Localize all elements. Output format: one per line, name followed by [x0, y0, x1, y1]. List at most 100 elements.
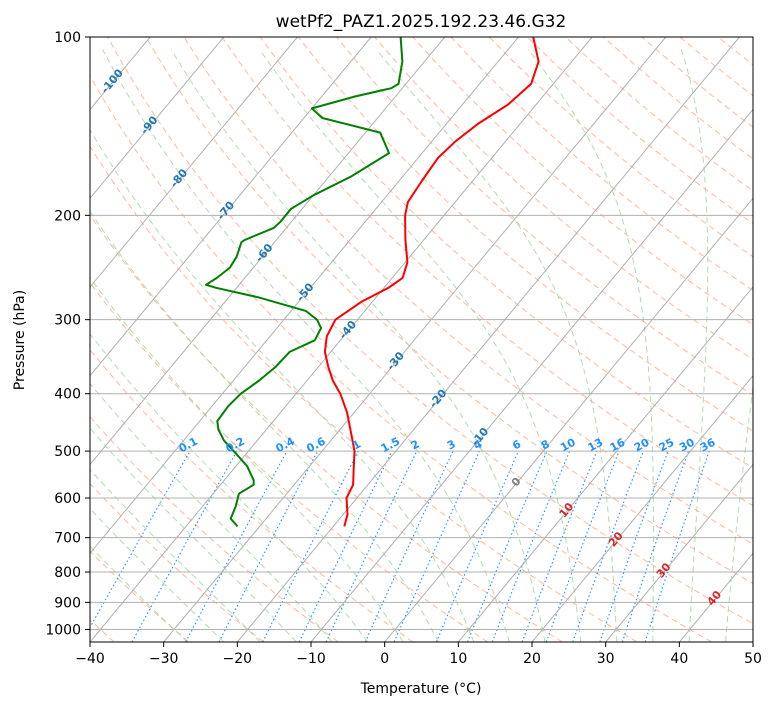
isotherm-line: [310, 108, 753, 642]
mixing-ratio-label: 36: [698, 436, 718, 455]
isotherm-line: [90, 37, 519, 555]
mixing-ratio-label: 13: [586, 436, 606, 455]
mixing-ratio-label: 1.5: [379, 435, 402, 456]
moist-adiabat-line: [680, 49, 709, 642]
moist-adiabat-line: [90, 545, 188, 642]
plot-frame: [89, 36, 754, 643]
isotherms: [0, 37, 753, 642]
moist-adiabat-line: [90, 276, 404, 642]
mixing-ratio-label: 10: [558, 436, 578, 455]
mixing-ratio-line: [491, 450, 571, 642]
mixing-ratio-line: [185, 450, 288, 642]
y-axis-title: Pressure (hPa): [12, 290, 28, 390]
isotherm-line: [90, 37, 372, 377]
sounding-series: [205, 37, 540, 528]
mixing-ratio-line: [393, 450, 481, 642]
x-axis-title: Temperature (°C): [360, 681, 482, 697]
dry-adiabat-line: [183, 37, 753, 545]
y-tick-label: 900: [54, 595, 81, 611]
dry-adiabat-line: [336, 37, 753, 396]
mixing-ratio-label: 0.4: [274, 435, 298, 456]
moist-adiabat-line: [90, 333, 369, 642]
moist-adiabat-line: [527, 49, 654, 642]
dry-adiabat-line: [374, 37, 753, 361]
mixing-ratio-label: 30: [677, 436, 697, 455]
temperature-profile-line: [323, 37, 540, 527]
mixing-ratio-line: [521, 450, 598, 642]
dry-adiabat-line: [259, 37, 753, 469]
dry-adiabat-line: [107, 37, 753, 625]
mixing-ratio-label: 1: [350, 437, 363, 452]
moist-adiabat-line: [90, 382, 333, 642]
x-tick-label: 30: [597, 651, 615, 667]
isotherm-line: [457, 286, 753, 642]
moist-adiabat-line: [725, 383, 753, 642]
y-tick-label: 200: [54, 208, 81, 224]
dry-adiabat-line: [717, 37, 753, 66]
y-tick-label: 500: [54, 444, 81, 460]
mixing-ratio-line: [435, 450, 519, 642]
mixing-ratio-label: 0.6: [304, 435, 328, 456]
y-tick-label: 600: [54, 491, 81, 507]
mixing-ratio-line: [262, 450, 359, 642]
dewpoint-profile-line: [205, 37, 404, 528]
mixing-ratio-line: [131, 450, 238, 642]
chart-title: wetPf2_PAZ1.2025.192.23.46.G32: [276, 12, 567, 32]
y-tick-label: 300: [54, 313, 81, 329]
mixing-ratio-line: [545, 450, 620, 642]
isotherm-line: [90, 37, 225, 200]
y-tick-label: 700: [54, 531, 81, 547]
isotherm-line: [384, 197, 753, 642]
mixing-ratio-label: 20: [632, 436, 652, 455]
isotherm-line: [531, 374, 753, 642]
dry-adiabat-line: [488, 37, 753, 258]
dry-adiabat-line: [90, 214, 563, 642]
dry-adiabat-line: [90, 415, 339, 642]
x-tick-label: −40: [75, 651, 105, 667]
isotherm-line: [90, 37, 298, 288]
pressure-gridlines: [90, 37, 753, 630]
overlay-labels: 0.1 0.2 0.4 0.6 1 1.5 2 3 4 6 8 10 13 16 20 25 30 36-100-…: [98, 66, 724, 608]
x-tick-label: −10: [296, 651, 326, 667]
dry-adiabat-line: [450, 37, 753, 292]
dry-adiabat-line: [90, 550, 190, 642]
mixing-ratio-label: 0.1: [177, 435, 200, 456]
x-tick-label: −20: [223, 651, 253, 667]
moist-adiabat-line: [90, 128, 475, 642]
y-tick-label: 1000: [45, 622, 81, 638]
mixing-ratio-line: [572, 450, 644, 642]
mixing-ratio-line: [599, 450, 669, 642]
dry-adiabat-line: [90, 145, 638, 642]
isotherm-line: [236, 37, 740, 642]
mixing-ratio-label: 6: [510, 437, 523, 452]
dry-adiabats: [90, 37, 775, 642]
y-tick-label: 400: [54, 387, 81, 403]
dry-adiabat-line: [221, 37, 753, 507]
isotherm-line: [90, 37, 593, 642]
moist-adiabat-line: [90, 427, 297, 642]
isotherm-line: [678, 552, 753, 642]
dry-adiabat-line: [565, 37, 753, 192]
moist-adiabat-line: [259, 49, 582, 642]
x-tick-label: 40: [670, 651, 688, 667]
x-tick-label: 50: [744, 651, 762, 667]
dry-adiabat-line: [90, 348, 414, 642]
isotherm-line: [163, 37, 667, 642]
mixing-ratio-line: [90, 450, 191, 629]
x-tick-label: 20: [523, 651, 541, 667]
x-tick-label: 0: [380, 651, 389, 667]
isotherm-line: [605, 463, 753, 642]
moist-adiabat-line: [90, 210, 439, 642]
dry-adiabat-line: [641, 37, 753, 128]
mixing-ratio-line: [466, 450, 548, 642]
isotherm-line: [0, 37, 3, 642]
y-tick-label: 100: [54, 30, 81, 46]
mixing-ratio-label: 2: [409, 437, 422, 452]
mixing-ratio-label: 8: [539, 437, 552, 452]
isotherm-line: [752, 641, 753, 642]
dry-adiabat-line: [412, 37, 753, 326]
dry-adiabat-line: [90, 281, 488, 642]
mixing-ratio-line: [621, 450, 690, 642]
dry-adiabat-line: [90, 74, 712, 642]
dry-adiabat-line: [756, 37, 775, 642]
